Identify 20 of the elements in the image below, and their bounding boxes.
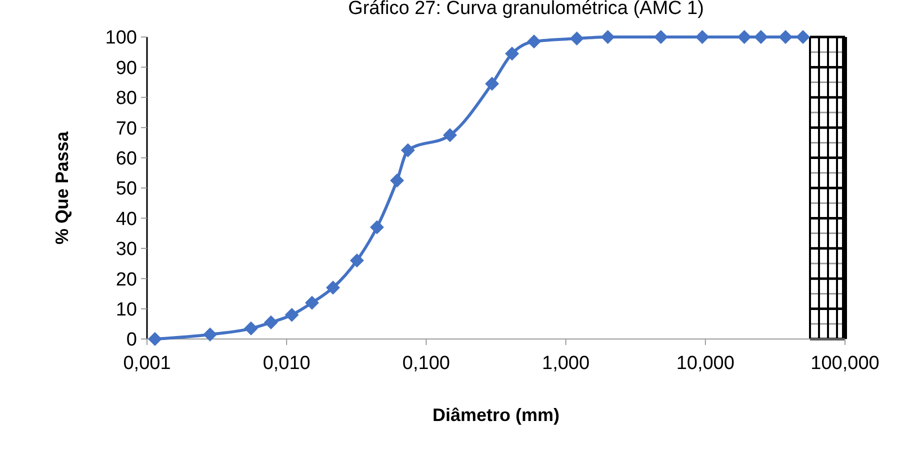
y-tick-label: 0 bbox=[126, 330, 137, 351]
y-tick-label: 20 bbox=[116, 269, 137, 290]
y-tick-label: 50 bbox=[116, 178, 137, 200]
x-tick-label: 1,000 bbox=[542, 353, 590, 374]
x-tick-label: 0,001 bbox=[123, 353, 171, 374]
x-tick-label: 0,100 bbox=[402, 353, 450, 374]
y-tick-label: 80 bbox=[116, 88, 137, 110]
chart-title: Gráfico 27: Curva granulométrica (AMC 1) bbox=[348, 0, 704, 19]
x-axis-title: Diâmetro (mm) bbox=[432, 405, 560, 425]
y-tick-label: 40 bbox=[116, 208, 137, 230]
y-tick-label: 10 bbox=[116, 299, 137, 320]
y-tick-label: 30 bbox=[116, 239, 137, 260]
y-tick-label: 60 bbox=[116, 148, 137, 170]
y-tick-label: 90 bbox=[116, 58, 137, 79]
x-tick-label: 100,000 bbox=[810, 353, 880, 374]
x-tick-label: 10,000 bbox=[676, 353, 734, 374]
y-axis-title: % Que Passa bbox=[52, 130, 72, 245]
y-tick-label: 70 bbox=[116, 118, 137, 140]
x-tick-label: 0,010 bbox=[262, 353, 310, 374]
y-tick-label: 100 bbox=[105, 28, 137, 49]
